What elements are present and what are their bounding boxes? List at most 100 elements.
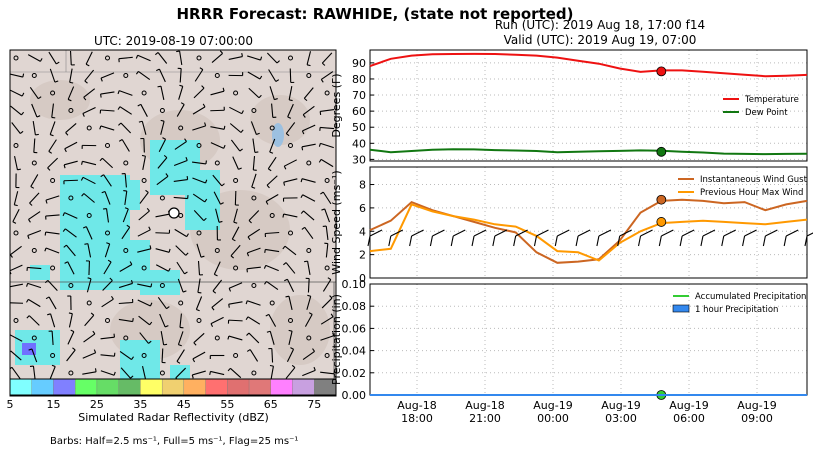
- wind-barb: [765, 229, 778, 237]
- wind-barb-flag: [149, 321, 153, 326]
- wind-barb-flag: [180, 102, 185, 105]
- wind-barb-flag: [117, 90, 120, 95]
- wind-barb: [271, 103, 274, 118]
- wind-barb-flag: [85, 63, 90, 67]
- wind-barb-flag: [132, 318, 134, 322]
- lake: [272, 123, 284, 147]
- wind-barb: [10, 245, 22, 256]
- wind-barb-flag: [203, 217, 207, 222]
- wind-barb-calm: [86, 213, 92, 218]
- colorbar-swatch: [9, 378, 32, 396]
- wind-barb: [303, 210, 315, 221]
- valid-time-marker: [656, 66, 667, 77]
- wind-barb-flag: [63, 164, 66, 169]
- wind-barb-flag: [67, 98, 72, 102]
- chart-panel-1: 30 40 50 60 70 80 90 Degrees (F) Temperature Dew …: [330, 49, 808, 166]
- wind-barb: [138, 70, 151, 81]
- wind-barb-calm: [306, 248, 312, 253]
- valid-time-marker: [656, 194, 667, 205]
- wind-barb-flag: [92, 330, 96, 335]
- wind-barb-flag: [222, 87, 225, 92]
- wind-barb: [83, 333, 96, 343]
- wind-barb-flag: [285, 295, 290, 298]
- radar-echo: [15, 330, 60, 365]
- wind-barb: [390, 229, 404, 237]
- wind-barb-flag: [251, 186, 256, 189]
- wind-barb: [197, 278, 201, 293]
- y-tick-label: 50: [352, 121, 366, 134]
- wind-barb-flag: [30, 186, 35, 189]
- wind-barb-flag: [68, 312, 73, 315]
- wind-barb: [158, 139, 167, 152]
- wind-barb-calm: [214, 160, 220, 166]
- wind-barb-calm: [306, 160, 312, 166]
- colorbar-swatch: [161, 378, 185, 396]
- wind-barb-flag: [283, 165, 287, 170]
- colorbar-tick-label: 35: [133, 398, 147, 411]
- wind-barb-calm: [68, 195, 74, 201]
- wind-barb-flag: [101, 190, 106, 194]
- wind-barb-flag: [304, 260, 308, 263]
- wind-barb-flag: [409, 235, 413, 247]
- wind-barb: [179, 68, 182, 83]
- wind-barb: [266, 52, 278, 64]
- wind-barb: [288, 331, 293, 345]
- wind-barb: [137, 283, 152, 288]
- wind-barb: [247, 55, 261, 61]
- wind-barb-flag: [318, 143, 321, 147]
- wind-barb-flag: [275, 79, 280, 82]
- wind-barb-flag: [124, 207, 129, 210]
- wind-barb: [85, 51, 93, 65]
- wind-barb-calm: [269, 125, 275, 131]
- wind-barb: [744, 229, 757, 237]
- wind-barb-flag: [388, 235, 392, 247]
- wind-barb: [64, 141, 78, 150]
- wind-barb: [195, 296, 203, 310]
- wind-barb-flag: [160, 119, 165, 122]
- wind-barb: [215, 208, 220, 223]
- wind-barb: [210, 126, 225, 130]
- colorbar-swatch: [227, 378, 250, 396]
- wind-barb: [452, 229, 466, 237]
- wind-barb-flag: [282, 213, 285, 218]
- wind-barb: [306, 51, 312, 65]
- wind-barb-flag: [26, 299, 29, 303]
- wind-barb-flag: [265, 201, 269, 205]
- wind-barb: [176, 104, 185, 117]
- wind-barb-flag: [72, 347, 76, 351]
- wind-barb-flag: [285, 133, 290, 137]
- wind-barb-flag: [64, 148, 67, 153]
- x-tick-label: 21:00: [469, 412, 501, 425]
- wind-barb: [100, 91, 115, 95]
- wind-barb: [269, 86, 275, 100]
- wind-barb: [286, 278, 295, 293]
- radar-echo: [30, 265, 50, 280]
- wind-barb-flag: [259, 75, 263, 80]
- wind-barb-flag: [54, 80, 59, 83]
- wind-barb-flag: [228, 304, 230, 308]
- wind-barb: [69, 68, 73, 83]
- wind-barb: [48, 51, 57, 65]
- wind-barb-calm: [288, 55, 293, 61]
- wind-barb-flag: [318, 159, 322, 163]
- wind-barb: [139, 332, 149, 344]
- wind-barb-flag: [29, 202, 33, 206]
- wind-barb: [177, 331, 184, 345]
- wind-barb: [192, 351, 206, 360]
- wind-barb-flag: [283, 262, 287, 266]
- wind-barb: [118, 56, 133, 60]
- wind-barb: [176, 349, 185, 362]
- wind-barb: [283, 213, 298, 218]
- wind-barb: [28, 298, 41, 308]
- wind-barb: [174, 141, 187, 150]
- wind-barb: [723, 229, 737, 237]
- colorbar-tick-label: 25: [90, 398, 104, 411]
- wind-barb: [302, 124, 316, 132]
- colorbar-swatch: [205, 378, 228, 396]
- wind-barb-flag: [233, 221, 238, 224]
- wind-barb-flag: [300, 210, 304, 214]
- valid-line: Valid (UTC): 2019 Aug 19, 07:00: [503, 33, 697, 47]
- wind-barb-flag: [228, 288, 232, 292]
- wind-barb-flag: [184, 271, 188, 275]
